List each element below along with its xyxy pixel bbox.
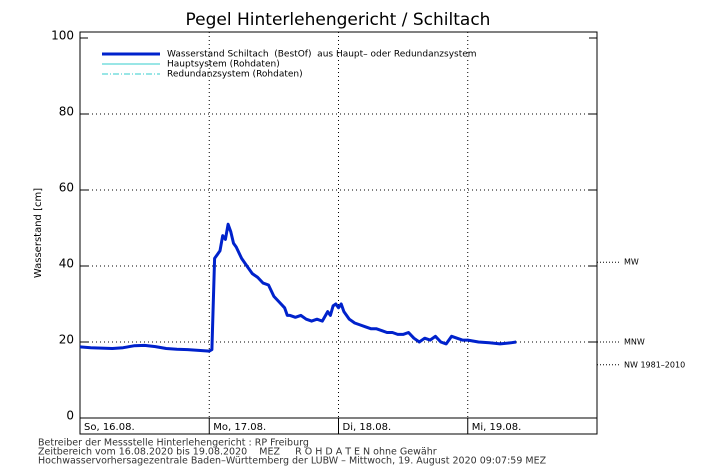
y-tick-label: 80 <box>59 105 74 119</box>
x-tick-label: So, 16.08. <box>84 422 135 433</box>
x-tick-label: Di, 18.08. <box>343 422 392 433</box>
legend-label: Redundanzsystem (Rohdaten) <box>167 70 303 80</box>
legend-label: Wasserstand Schiltach (BestOf) aus Haupt… <box>167 50 477 60</box>
footer-text: Zeitbereich vom 16.08.2020 bis 19.08.202… <box>38 447 437 458</box>
y-tick-label: 40 <box>59 257 74 271</box>
reference-label: MW <box>624 258 639 267</box>
legend-label: Hauptsystem (Rohdaten) <box>167 60 280 70</box>
y-axis-label: Wasserstand [cm] <box>33 188 44 278</box>
footer-text: Betreiber der Messstelle Hinterlehengeri… <box>38 438 309 449</box>
chart-title: Pegel Hinterlehengericht / Schiltach <box>186 10 491 30</box>
y-tick-label: 100 <box>51 29 74 43</box>
x-tick-label: Mo, 17.08. <box>213 422 266 433</box>
footer-text: Hochwasservorhersagezentrale Baden–Württ… <box>38 456 547 467</box>
x-tick-label: Mi, 19.08. <box>472 422 522 433</box>
y-tick-label: 60 <box>59 181 74 195</box>
y-tick-label: 0 <box>66 409 74 423</box>
reference-label: NW 1981–2010 <box>624 360 685 369</box>
reference-label: MNW <box>624 338 645 347</box>
series-line <box>79 222 517 353</box>
y-tick-label: 20 <box>59 333 74 347</box>
